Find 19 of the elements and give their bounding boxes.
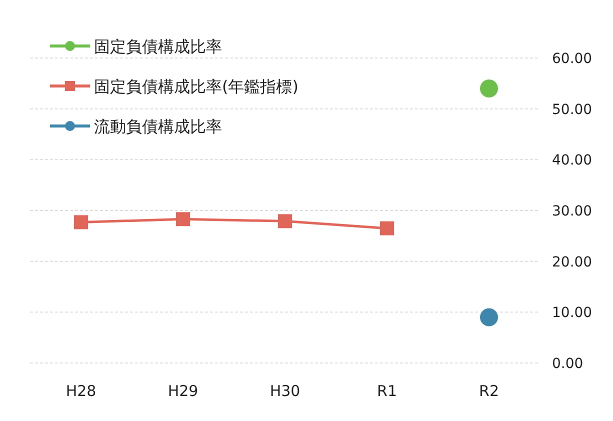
y-tick-label: 20.00 [552,254,592,270]
legend-label: 流動負債構成比率 [94,117,222,136]
point [74,215,88,230]
x-tick-label: H30 [270,382,300,400]
point [176,212,190,226]
x-tick-label: H29 [168,382,198,400]
y-tick-label: 0.00 [552,356,584,372]
y-tick-label: 50.00 [552,102,592,118]
point [278,214,292,228]
x-tick-label: H28 [66,382,96,400]
y-tick-label: 30.00 [552,204,592,220]
x-tick-label: R2 [479,382,499,400]
y-tick-label: 40.00 [552,152,592,169]
legend-label: 固定負債構成比率(年鑑指標) [94,77,298,96]
y-tick-label: 10.00 [552,305,592,322]
legend-label: 固定負債構成比率 [94,37,222,56]
point [380,221,394,236]
x-tick-label: R1 [377,382,397,400]
y-tick-label: 60.00 [552,51,592,67]
